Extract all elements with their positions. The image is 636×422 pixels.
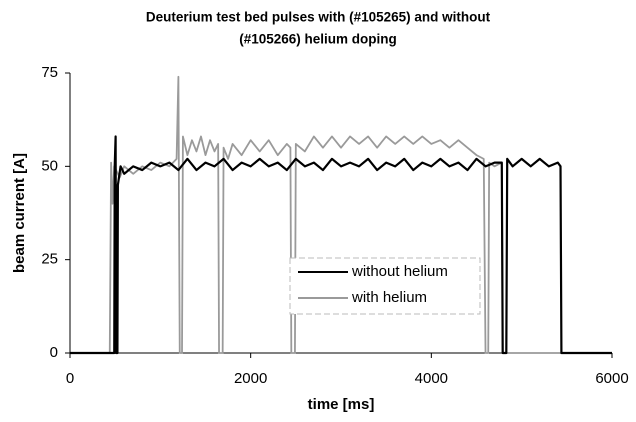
y-tick-label: 50 (41, 157, 58, 174)
x-tick-label: 0 (66, 370, 74, 387)
x-tick-label: 6000 (595, 370, 628, 387)
y-tick-label: 25 (41, 251, 58, 268)
series-line (70, 135, 612, 355)
x-tick-label: 4000 (415, 370, 448, 387)
y-tick-label: 0 (50, 344, 58, 361)
chart-subtitle: (#105266) helium doping (239, 32, 397, 47)
legend-label: without helium (351, 263, 448, 280)
series-line (70, 75, 612, 354)
legend-label: with helium (351, 289, 427, 306)
x-axis-label: time [ms] (308, 396, 375, 413)
legend-box (289, 257, 481, 315)
x-tick-label: 2000 (234, 370, 267, 387)
y-tick-label: 75 (41, 64, 58, 81)
y-axis-label: beam current [A] (11, 153, 28, 273)
chart-title: Deuterium test bed pulses with (#105265)… (146, 10, 491, 25)
